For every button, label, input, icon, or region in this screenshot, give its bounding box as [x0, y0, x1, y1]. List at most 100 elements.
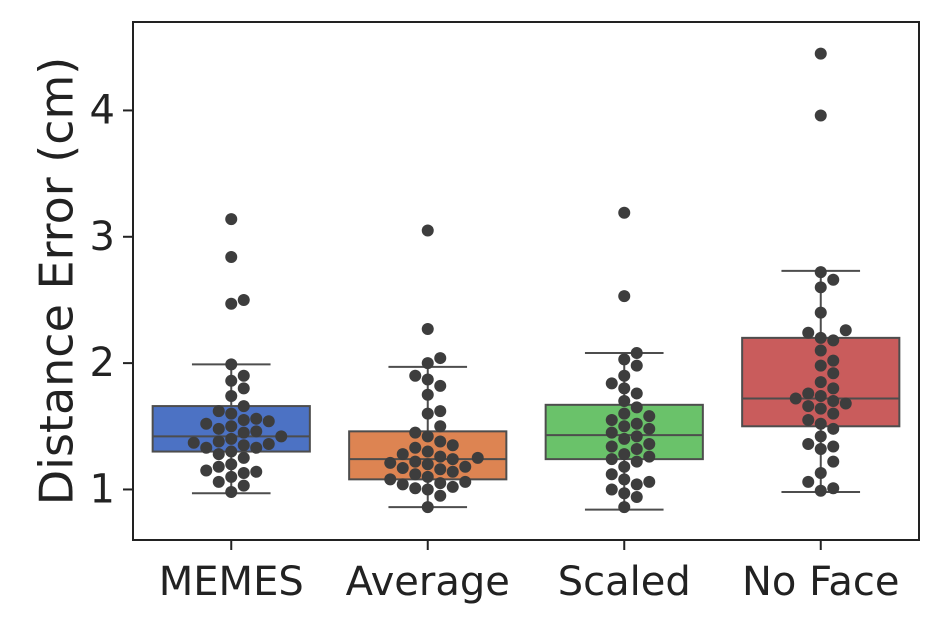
data-point-no-face	[814, 266, 827, 279]
data-point-no-face	[814, 359, 827, 372]
data-point-memes	[250, 412, 263, 425]
data-point-scaled	[643, 450, 656, 463]
y-axis-title: Distance Error (cm)	[30, 57, 84, 506]
data-point-memes	[225, 358, 238, 371]
data-point-average	[446, 480, 459, 493]
data-point-scaled	[630, 430, 643, 443]
data-point-scaled	[630, 401, 643, 414]
data-point-scaled	[643, 437, 656, 450]
data-point-scaled	[605, 426, 618, 439]
data-point-memes	[212, 435, 225, 448]
data-point-scaled	[605, 453, 618, 466]
data-point-average	[421, 430, 434, 443]
data-point-average	[434, 463, 447, 476]
data-point-no-face	[814, 484, 827, 497]
data-point-scaled	[618, 460, 631, 473]
data-point-scaled	[618, 290, 631, 303]
data-point-memes	[225, 250, 238, 263]
data-point-no-face	[827, 455, 840, 468]
data-point-no-face	[814, 47, 827, 60]
data-point-no-face	[814, 389, 827, 402]
data-point-average	[396, 448, 409, 461]
data-point-scaled	[618, 382, 631, 395]
data-point-scaled	[643, 422, 656, 435]
data-point-average	[409, 426, 422, 439]
data-point-no-face	[802, 400, 815, 413]
data-point-no-face	[814, 417, 827, 430]
y-tick-label: 2	[90, 340, 115, 386]
data-point-scaled	[618, 487, 631, 500]
data-point-no-face	[814, 443, 827, 456]
data-point-memes	[250, 425, 263, 438]
data-point-average	[396, 478, 409, 491]
data-point-average	[434, 435, 447, 448]
box-layer	[151, 269, 901, 511]
data-point-no-face	[789, 392, 802, 405]
y-tick-label: 3	[90, 214, 115, 260]
data-point-memes	[212, 448, 225, 461]
data-point-no-face	[827, 382, 840, 395]
data-point-scaled	[618, 407, 631, 420]
data-point-memes	[237, 467, 250, 480]
data-point-average	[421, 388, 434, 401]
data-point-memes	[237, 400, 250, 413]
data-point-memes	[225, 485, 238, 498]
data-point-memes	[212, 460, 225, 473]
data-point-no-face	[814, 376, 827, 389]
data-point-memes	[200, 464, 213, 477]
data-point-average	[434, 405, 447, 418]
data-point-no-face	[827, 422, 840, 435]
axes-layer: MEMES Average Scaled No Face 1 2 3 4	[90, 87, 900, 605]
data-point-scaled	[618, 395, 631, 408]
data-point-no-face	[814, 331, 827, 344]
data-point-scaled	[630, 359, 643, 372]
data-point-average	[471, 451, 484, 464]
data-point-average	[409, 482, 422, 495]
data-point-scaled	[618, 473, 631, 486]
data-point-memes	[225, 297, 238, 310]
data-point-no-face	[827, 334, 840, 347]
data-point-average	[421, 470, 434, 483]
x-tick-label-memes: MEMES	[159, 559, 304, 605]
data-point-memes	[262, 437, 275, 450]
data-point-no-face	[839, 324, 852, 337]
data-point-no-face	[814, 306, 827, 319]
data-point-scaled	[630, 491, 643, 504]
data-point-scaled	[630, 347, 643, 360]
data-point-average	[434, 379, 447, 392]
data-point-no-face	[814, 344, 827, 357]
data-point-average	[446, 439, 459, 452]
data-point-scaled	[618, 420, 631, 433]
data-point-average	[434, 477, 447, 490]
data-point-average	[421, 357, 434, 370]
data-point-scaled	[605, 483, 618, 496]
data-point-memes	[237, 426, 250, 439]
y-tick-label: 1	[90, 466, 115, 512]
data-point-no-face	[827, 440, 840, 453]
data-point-average	[409, 468, 422, 481]
data-point-average	[421, 458, 434, 471]
data-point-memes	[187, 436, 200, 449]
data-point-no-face	[827, 482, 840, 495]
x-tick-label-no-face: No Face	[742, 559, 900, 605]
data-point-scaled	[618, 501, 631, 514]
data-point-no-face	[827, 273, 840, 286]
plot-area-frame	[132, 21, 920, 541]
data-point-no-face	[814, 467, 827, 480]
data-point-no-face	[814, 281, 827, 294]
data-point-memes	[237, 382, 250, 395]
data-point-scaled	[618, 353, 631, 366]
data-point-scaled	[643, 410, 656, 423]
data-point-average	[434, 352, 447, 365]
data-point-no-face	[827, 354, 840, 367]
data-point-no-face	[814, 402, 827, 415]
data-point-average	[384, 473, 397, 486]
data-point-average	[434, 420, 447, 433]
data-point-average	[421, 445, 434, 458]
data-point-scaled	[643, 475, 656, 488]
data-point-memes	[225, 470, 238, 483]
data-point-scaled	[630, 417, 643, 430]
data-point-scaled	[605, 377, 618, 390]
data-point-memes	[275, 430, 288, 443]
data-point-average	[409, 441, 422, 454]
